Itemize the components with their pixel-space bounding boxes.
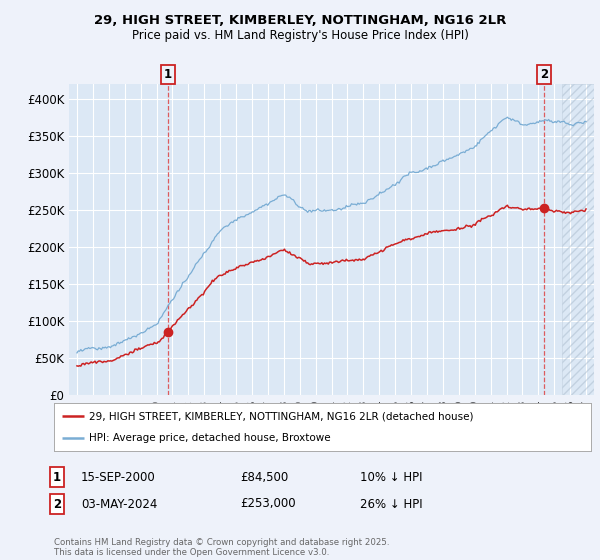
Text: 10% ↓ HPI: 10% ↓ HPI xyxy=(360,470,422,484)
Text: 2: 2 xyxy=(539,68,548,81)
Text: 15-SEP-2000: 15-SEP-2000 xyxy=(81,470,156,484)
Text: 1: 1 xyxy=(164,68,172,81)
Text: £84,500: £84,500 xyxy=(240,470,288,484)
Text: £253,000: £253,000 xyxy=(240,497,296,511)
Text: Contains HM Land Registry data © Crown copyright and database right 2025.
This d: Contains HM Land Registry data © Crown c… xyxy=(54,538,389,557)
Text: 26% ↓ HPI: 26% ↓ HPI xyxy=(360,497,422,511)
Text: HPI: Average price, detached house, Broxtowe: HPI: Average price, detached house, Brox… xyxy=(89,433,331,443)
Text: Price paid vs. HM Land Registry's House Price Index (HPI): Price paid vs. HM Land Registry's House … xyxy=(131,29,469,42)
Text: 29, HIGH STREET, KIMBERLEY, NOTTINGHAM, NG16 2LR: 29, HIGH STREET, KIMBERLEY, NOTTINGHAM, … xyxy=(94,14,506,27)
Text: 29, HIGH STREET, KIMBERLEY, NOTTINGHAM, NG16 2LR (detached house): 29, HIGH STREET, KIMBERLEY, NOTTINGHAM, … xyxy=(89,411,473,421)
Text: 1: 1 xyxy=(53,470,61,484)
Text: 03-MAY-2024: 03-MAY-2024 xyxy=(81,497,157,511)
Text: 2: 2 xyxy=(53,497,61,511)
